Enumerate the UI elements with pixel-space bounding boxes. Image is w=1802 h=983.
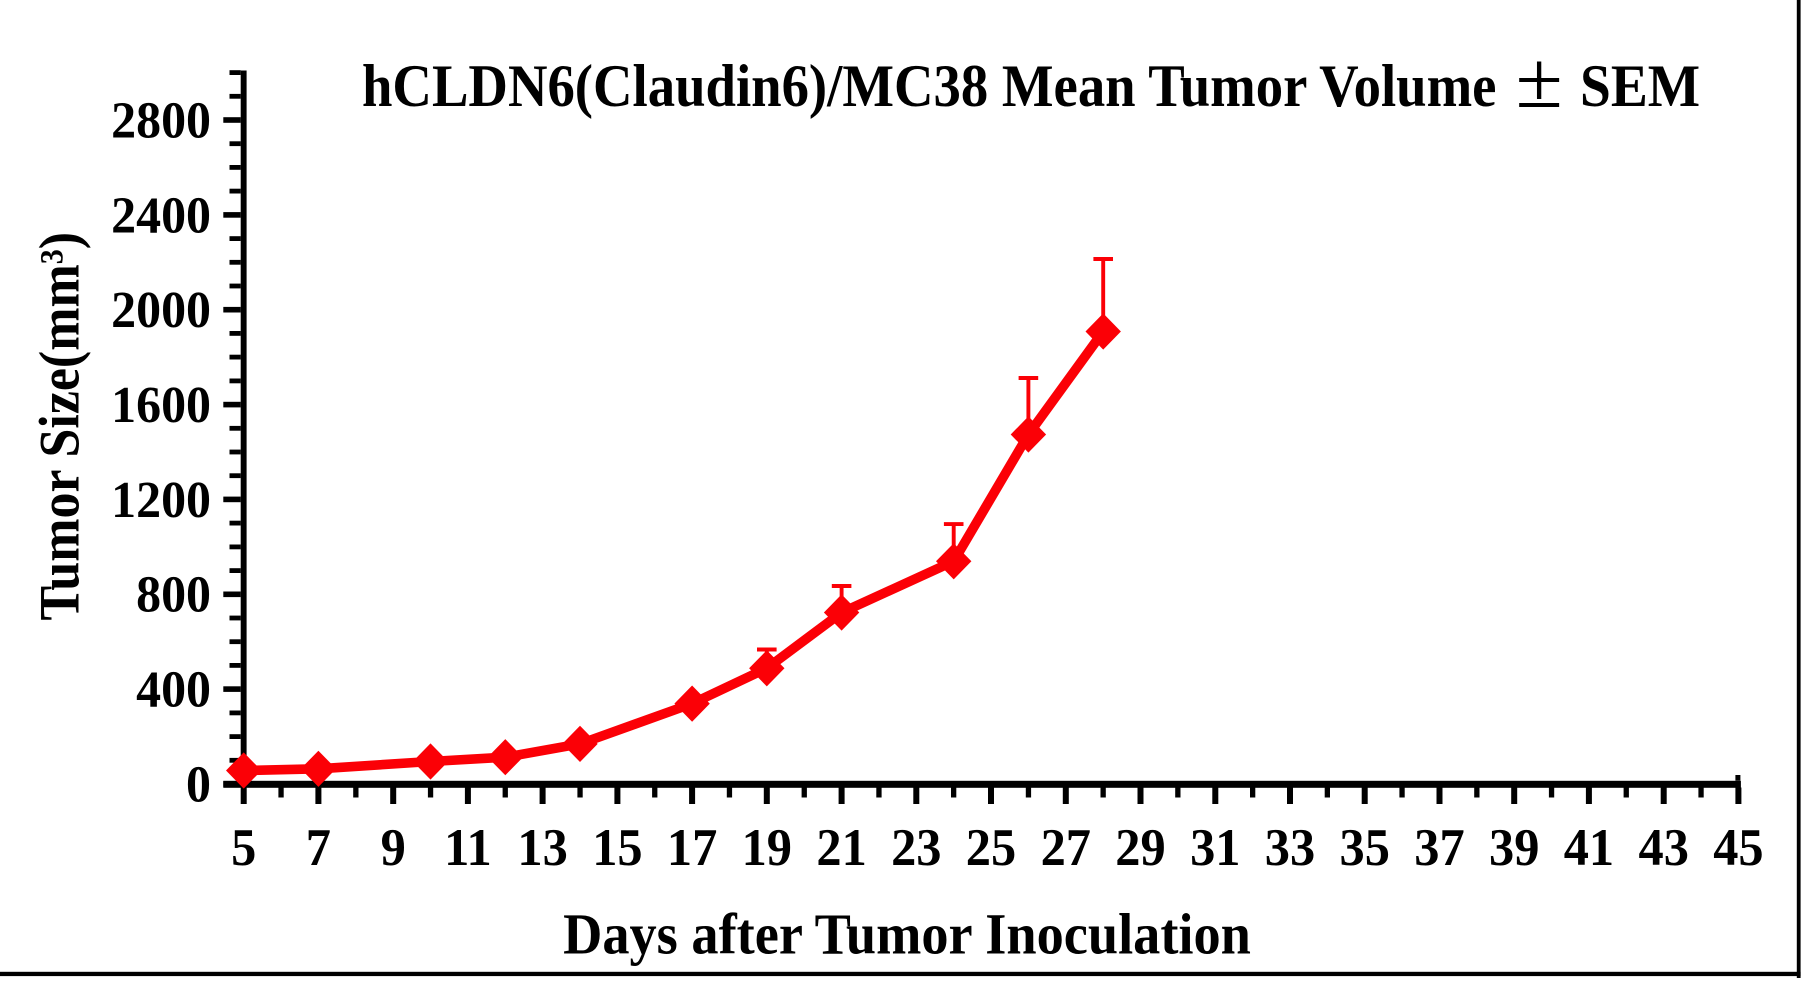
svg-text:2000: 2000: [111, 282, 211, 339]
svg-text:33: 33: [1265, 819, 1315, 877]
svg-text:5: 5: [231, 819, 256, 877]
svg-text:45: 45: [1713, 819, 1763, 877]
svg-text:19: 19: [742, 819, 792, 877]
svg-text:2400: 2400: [111, 187, 211, 244]
svg-text:17: 17: [667, 819, 717, 877]
svg-text:11: 11: [444, 819, 492, 877]
svg-text:9: 9: [381, 819, 406, 877]
svg-text:35: 35: [1340, 819, 1390, 877]
svg-text:7: 7: [306, 819, 331, 877]
svg-text:15: 15: [592, 819, 642, 877]
svg-text:41: 41: [1564, 819, 1614, 877]
svg-text:31: 31: [1190, 819, 1240, 877]
svg-text:43: 43: [1639, 819, 1689, 877]
svg-text:39: 39: [1489, 819, 1539, 877]
svg-text:2800: 2800: [111, 93, 211, 150]
svg-text:±: ±: [1516, 36, 1563, 125]
svg-text:Days after Tumor Inoculation: Days after Tumor Inoculation: [563, 903, 1251, 967]
svg-text:29: 29: [1115, 819, 1165, 877]
svg-text:1200: 1200: [111, 472, 211, 529]
svg-text:0: 0: [186, 757, 211, 814]
svg-text:hCLDN6(Claudin6)/MC38 Mean Tum: hCLDN6(Claudin6)/MC38 Mean Tumor Volume: [362, 54, 1496, 120]
svg-text:37: 37: [1414, 819, 1464, 877]
svg-text:13: 13: [517, 819, 567, 877]
svg-text:800: 800: [136, 567, 211, 624]
svg-text:27: 27: [1041, 819, 1091, 877]
svg-text:25: 25: [966, 819, 1016, 877]
svg-text:1600: 1600: [111, 377, 211, 434]
svg-text:21: 21: [816, 819, 866, 877]
svg-text:Tumor Size(mm3): Tumor Size(mm3): [27, 232, 91, 621]
svg-text:400: 400: [136, 662, 211, 719]
svg-text:23: 23: [891, 819, 941, 877]
svg-text:SEM: SEM: [1580, 54, 1700, 119]
